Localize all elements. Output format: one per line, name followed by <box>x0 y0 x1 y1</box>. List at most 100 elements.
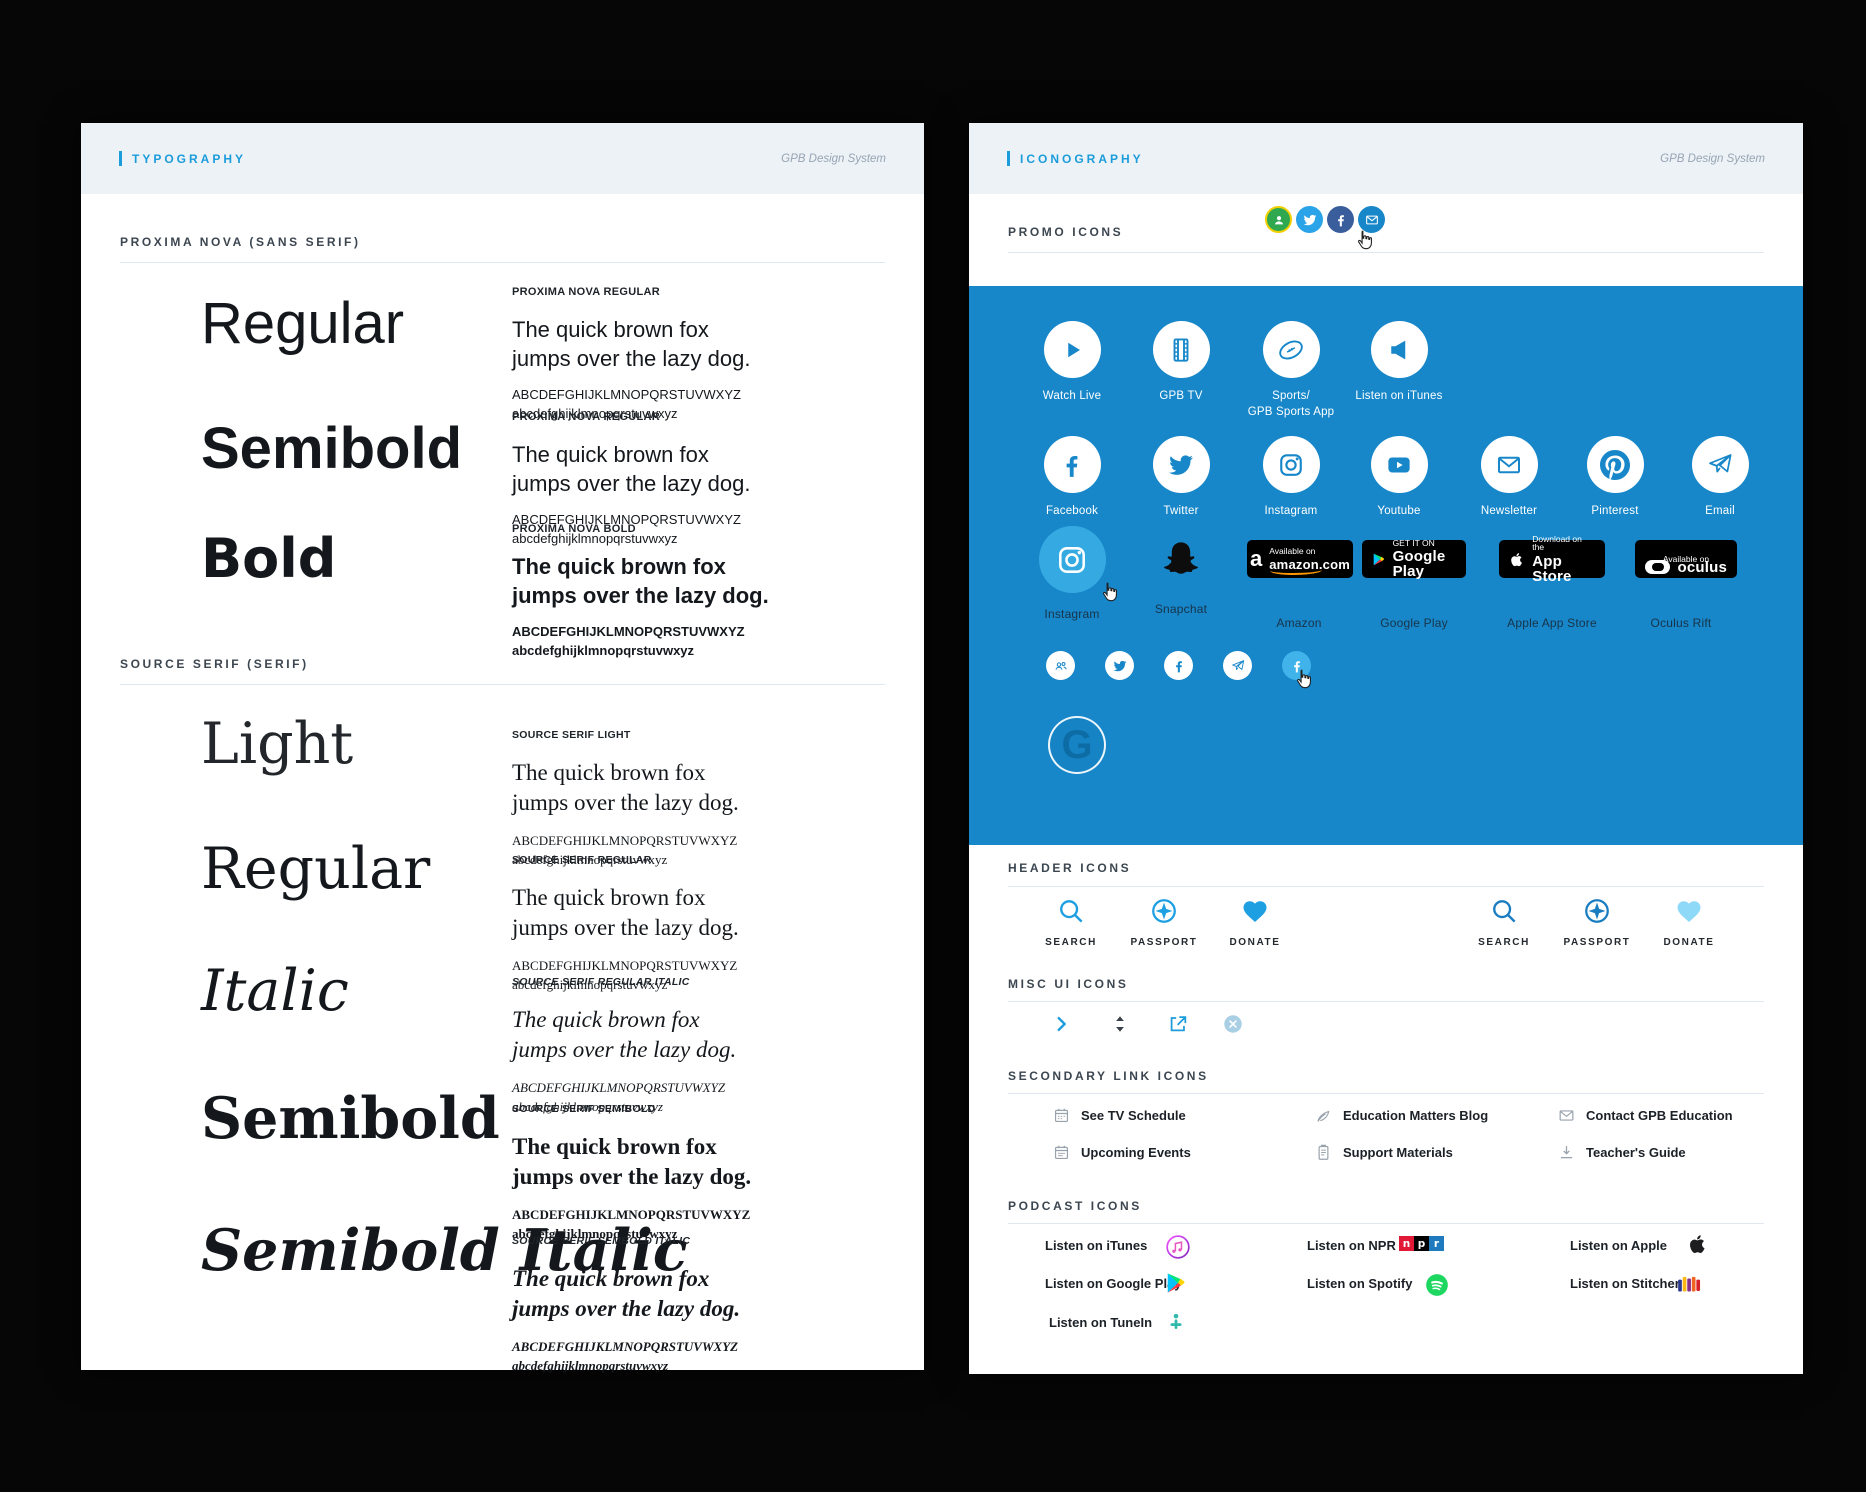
facebook-icon[interactable] <box>1164 651 1193 680</box>
specimen-sample: The quick brown fox jumps over the lazy d… <box>512 1134 752 1190</box>
header-donate[interactable]: DONATE <box>1205 896 1305 948</box>
section-rule <box>1008 886 1764 887</box>
specimen-sample: The quick brown fox jumps over the lazy d… <box>512 1266 741 1322</box>
promo-newsletter[interactable]: Newsletter <box>1450 436 1568 520</box>
promo-oculus: Oculus Rift <box>1650 616 1712 630</box>
link-listen-stitcher[interactable]: Listen on Stitcher <box>1570 1276 1680 1291</box>
promo-gpb-tv[interactable]: GPB TV <box>1122 321 1240 405</box>
instagram-icon <box>1280 453 1302 476</box>
link-listen-spotify[interactable]: Listen on Spotify <box>1307 1276 1413 1291</box>
promo-facebook[interactable]: Facebook <box>1013 436 1131 520</box>
google-play-icon <box>1373 553 1385 565</box>
link-support-materials[interactable]: Support Materials <box>1314 1143 1453 1162</box>
page-title: ICONOGRAPHY <box>1020 151 1144 166</box>
promo-icons-band: Watch Live GPB TV Sports/GPB Sports App … <box>969 286 1803 845</box>
oculus-badge-main: oculus <box>1635 548 1737 586</box>
specimen-name: Bold <box>201 527 337 590</box>
header-passport[interactable]: PASSPORT <box>1114 896 1214 948</box>
small-social-row <box>1046 651 1311 680</box>
external-link-icon[interactable] <box>1167 1013 1189 1040</box>
paper-plane-icon[interactable] <box>1223 651 1252 680</box>
close-icon[interactable] <box>1222 1013 1244 1040</box>
npr-icon[interactable]: n p r <box>1399 1236 1444 1251</box>
top-social-icons <box>1265 206 1385 233</box>
promo-email[interactable]: Email <box>1661 436 1779 520</box>
amazon-badge[interactable]: a Available on amazon.com <box>1247 540 1353 578</box>
promo-listen-itunes[interactable]: Listen on iTunes <box>1340 321 1458 405</box>
header-donate-alt[interactable]: DONATE <box>1639 896 1739 948</box>
film-icon <box>1173 337 1189 362</box>
link-listen-itunes[interactable]: Listen on iTunes <box>1045 1238 1148 1253</box>
specimen-sample: The quick brown fox jumps over the lazy d… <box>512 554 769 609</box>
section-heading-misc: MISC UI ICONS <box>1008 977 1129 991</box>
amazon-a-logo: a <box>1250 546 1263 572</box>
specimen-alphabet: ABCDEFGHIJKLMNOPQRSTUVWXYZ abcdefghijklmn… <box>512 832 738 867</box>
link-listen-google-play[interactable]: Listen on Google Play <box>1045 1276 1182 1291</box>
google-play-icon[interactable] <box>1165 1272 1187 1294</box>
pen-icon <box>1317 1110 1330 1122</box>
search-icon <box>1493 900 1516 923</box>
twitter-icon[interactable] <box>1296 206 1323 233</box>
specimen-name: Regular <box>201 836 431 902</box>
iconography-panel: ICONOGRAPHY GPB Design System PROMO ICON… <box>969 123 1803 1374</box>
link-education-matters-blog[interactable]: Education Matters Blog <box>1314 1106 1488 1125</box>
specimen-sample: The quick brown fox jumps over the lazy d… <box>512 442 751 497</box>
email-icon[interactable] <box>1358 206 1385 233</box>
twitter-icon[interactable] <box>1105 651 1134 680</box>
promo-instagram[interactable]: Instagram <box>1232 436 1350 520</box>
paper-plane-icon <box>1709 453 1732 472</box>
profile-icon[interactable] <box>1265 206 1292 233</box>
promo-watch-live[interactable]: Watch Live <box>1013 321 1131 405</box>
youtube-icon <box>1388 457 1410 472</box>
stitcher-icon[interactable] <box>1674 1272 1704 1298</box>
apple-icon[interactable] <box>1687 1233 1709 1255</box>
link-listen-npr[interactable]: Listen on NPR <box>1307 1238 1396 1253</box>
header-search[interactable]: SEARCH <box>1021 896 1121 948</box>
amazon-smile-arrow <box>1270 569 1323 575</box>
app-store-badge[interactable]: Download on the App Store <box>1499 534 1605 584</box>
header-passport-alt[interactable]: PASSPORT <box>1547 896 1647 948</box>
section-heading-promo: PROMO ICONS <box>1008 225 1124 239</box>
promo-pinterest[interactable]: Pinterest <box>1556 436 1674 520</box>
type-specimen-row: Semibold PROXIMA NOVA REGULAR The quick … <box>120 411 885 549</box>
type-specimen-row: Bold PROXIMA NOVA BOLD The quick brown f… <box>120 523 885 661</box>
google-play-badge[interactable]: GET IT ON Google Play <box>1362 539 1466 579</box>
promo-sports-app[interactable]: Sports/GPB Sports App <box>1232 321 1350 420</box>
calendar-icon <box>1054 1108 1069 1123</box>
people-icon[interactable] <box>1046 651 1075 680</box>
search-icon <box>1060 900 1083 923</box>
heart-icon <box>1677 901 1701 922</box>
link-contact-gpb-education[interactable]: Contact GPB Education <box>1557 1106 1733 1125</box>
sort-icon[interactable] <box>1109 1013 1131 1040</box>
link-listen-tunein[interactable]: Listen on TuneIn <box>1049 1315 1153 1330</box>
link-upcoming-events[interactable]: Upcoming Events <box>1052 1143 1191 1162</box>
play-icon <box>1068 342 1080 357</box>
section-rule <box>120 684 885 685</box>
oculus-icon <box>1645 560 1671 574</box>
gpb-g-glyph: G <box>1061 722 1093 767</box>
specimen-label: SOURCE SERIF REGULAR <box>512 854 652 866</box>
promo-twitter[interactable]: Twitter <box>1122 436 1240 520</box>
specimen-sample: The quick brown fox jumps over the lazy d… <box>512 885 739 941</box>
twitter-icon <box>1169 454 1193 475</box>
snapchat-icon <box>1163 541 1199 574</box>
link-listen-apple[interactable]: Listen on Apple <box>1570 1238 1668 1253</box>
type-specimen-row: Regular SOURCE SERIF REGULAR The quick b… <box>120 836 885 994</box>
facebook-icon[interactable] <box>1327 206 1354 233</box>
title-accent-bar <box>119 151 122 166</box>
itunes-icon[interactable] <box>1165 1234 1191 1260</box>
header-search-alt[interactable]: SEARCH <box>1454 896 1554 948</box>
spotify-icon[interactable] <box>1424 1272 1450 1298</box>
chevron-right-icon[interactable] <box>1050 1013 1072 1040</box>
title-accent-bar <box>1007 151 1010 166</box>
section-rule <box>1008 252 1764 253</box>
link-see-tv-schedule[interactable]: See TV Schedule <box>1052 1106 1186 1125</box>
type-specimen-row: Semibold SOURCE SERIF SEMIBOLD The quick… <box>120 1089 885 1243</box>
promo-youtube[interactable]: Youtube <box>1340 436 1458 520</box>
iconography-title-group: ICONOGRAPHY <box>1007 151 1144 166</box>
promo-instagram-active[interactable]: Instagram <box>1013 526 1131 622</box>
promo-snapchat[interactable]: Snapchat <box>1122 531 1240 617</box>
link-teachers-guide[interactable]: Teacher's Guide <box>1557 1143 1686 1162</box>
tunein-icon[interactable] <box>1165 1311 1187 1333</box>
